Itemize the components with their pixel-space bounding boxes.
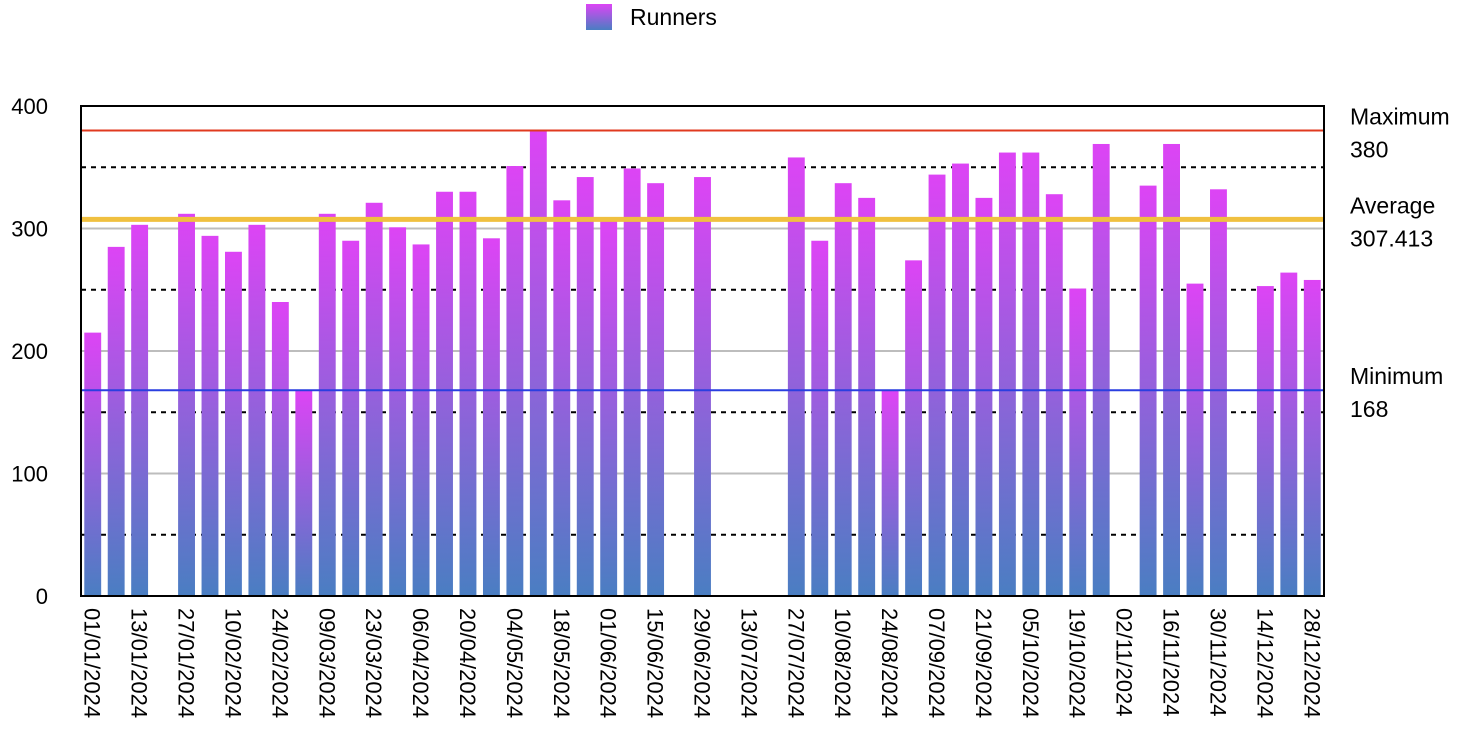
x-tick-label: 01/01/2024: [80, 608, 105, 718]
legend: Runners: [586, 4, 717, 30]
bar-16-03-2024: [342, 240, 360, 596]
x-tick-label: 02/11/2024: [1112, 608, 1137, 716]
reference-value-average: 307.413: [1350, 225, 1433, 251]
bar-19-10-2024: [1069, 288, 1087, 596]
bar-27-04-2024: [482, 238, 500, 597]
x-tick-label: 13/01/2024: [127, 608, 152, 718]
x-tick-label: 24/02/2024: [267, 608, 292, 718]
bar-03-02-2024: [201, 235, 219, 596]
x-tick-label: 13/07/2024: [736, 608, 761, 718]
x-tick-label: 14/12/2024: [1252, 608, 1277, 718]
bar-18-05-2024: [553, 200, 571, 596]
bar-01-01-2024: [84, 332, 102, 596]
x-tick-label: 20/04/2024: [455, 608, 480, 718]
x-tick-label: 09/03/2024: [314, 608, 339, 718]
x-tick-label: 05/10/2024: [1018, 608, 1043, 718]
bar-28-09-2024: [998, 152, 1016, 597]
bar-09-03-2024: [318, 213, 336, 597]
bar-14-12-2024: [1256, 286, 1274, 596]
reference-label-maximum: Maximum: [1350, 104, 1450, 130]
bar-08-06-2024: [623, 168, 641, 596]
bar-10-02-2024: [225, 251, 242, 596]
bar-27-01-2024: [178, 213, 195, 597]
x-tick-label: 28/12/2024: [1299, 608, 1324, 718]
bar-24-08-2024: [881, 390, 899, 596]
bar-14-09-2024: [952, 163, 969, 596]
x-tick-label: 27/07/2024: [783, 608, 808, 718]
y-axis-ticks: 0 100 200 300 400: [11, 94, 48, 609]
bar-25-05-2024: [576, 177, 594, 597]
bar-06-01-2024: [107, 246, 125, 596]
reference-value-maximum: 380: [1350, 137, 1388, 163]
bar-23-11-2024: [1186, 283, 1204, 596]
y-tick-label: 400: [11, 94, 48, 119]
bar-07-09-2024: [928, 174, 946, 596]
bar-11-05-2024: [529, 130, 547, 596]
reference-label-minimum: Minimum: [1350, 363, 1443, 389]
y-tick-label: 100: [11, 462, 48, 487]
x-tick-label: 04/05/2024: [502, 608, 527, 718]
bar-03-08-2024: [811, 240, 829, 596]
bar-30-03-2024: [389, 227, 407, 596]
bar-21-09-2024: [975, 197, 993, 596]
x-tick-label: 19/10/2024: [1065, 608, 1090, 718]
x-tick-label: 06/04/2024: [408, 608, 433, 718]
bar-12-10-2024: [1045, 194, 1063, 596]
bar-21-12-2024: [1280, 272, 1298, 596]
x-tick-label: 16/11/2024: [1159, 608, 1184, 716]
y-tick-label: 300: [11, 217, 48, 242]
x-tick-label: 29/06/2024: [690, 608, 715, 718]
x-tick-label: 21/09/2024: [971, 608, 996, 718]
bar-13-04-2024: [436, 191, 453, 596]
bar-27-07-2024: [787, 157, 805, 596]
bars: [84, 130, 1321, 597]
x-tick-label: 10/02/2024: [220, 608, 245, 718]
bar-16-11-2024: [1163, 143, 1180, 596]
legend-swatch: [586, 4, 612, 30]
x-tick-label: 07/09/2024: [924, 608, 949, 718]
x-tick-label: 10/08/2024: [830, 608, 855, 718]
bar-02-03-2024: [295, 390, 313, 596]
plot-frame: [80, 105, 1325, 597]
x-tick-label: 24/08/2024: [877, 608, 902, 718]
x-axis-ticks: 01/01/2024 13/01/2024 27/01/2024 10/02/2024…: [80, 608, 1325, 718]
bar-31-08-2024: [905, 260, 923, 596]
bar-05-10-2024: [1022, 152, 1040, 597]
reference-label-average: Average: [1350, 192, 1435, 218]
bar-20-04-2024: [459, 191, 477, 596]
bar-04-05-2024: [506, 166, 524, 596]
legend-label: Runners: [630, 4, 717, 30]
bar-26-10-2024: [1092, 143, 1110, 596]
bar-06-04-2024: [412, 244, 430, 597]
x-tick-label: 23/03/2024: [361, 608, 386, 718]
bar-24-02-2024: [271, 302, 289, 596]
x-tick-label: 18/05/2024: [549, 608, 574, 718]
bar-30-11-2024: [1210, 189, 1227, 597]
reference-labels: Maximum 380 Average 307.413 Minimum 168: [1350, 104, 1450, 423]
y-tick-label: 0: [36, 584, 48, 609]
bar-29-06-2024: [694, 177, 711, 597]
reference-lines: [81, 129, 1324, 392]
x-tick-label: 30/11/2024: [1205, 608, 1230, 716]
x-tick-label: 27/01/2024: [174, 608, 199, 718]
bar-23-03-2024: [365, 202, 383, 596]
x-tick-label: 01/06/2024: [596, 608, 621, 718]
bar-17-02-2024: [248, 224, 266, 596]
bar-17-08-2024: [858, 197, 876, 596]
bar-13-01-2024: [131, 224, 149, 596]
x-tick-label: 15/06/2024: [643, 608, 668, 718]
y-tick-label: 200: [11, 339, 48, 364]
bar-28-12-2024: [1303, 279, 1321, 596]
bar-01-06-2024: [600, 221, 618, 596]
reference-value-minimum: 168: [1350, 396, 1388, 422]
